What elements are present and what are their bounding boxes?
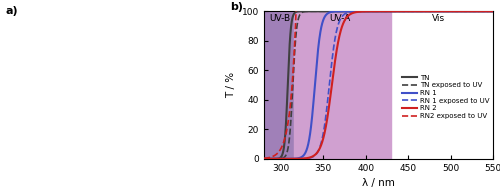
Text: a): a): [5, 6, 18, 16]
Legend: TN, TN exposed to UV, RN 1, RN 1 exposed to UV, RN 2, RN2 exposed to UV: TN, TN exposed to UV, RN 1, RN 1 exposed…: [402, 74, 490, 119]
Bar: [294, 11, 391, 159]
Bar: [264, 11, 294, 159]
Text: b): b): [230, 2, 242, 12]
X-axis label: λ / nm: λ / nm: [362, 178, 395, 188]
Y-axis label: T / %: T / %: [226, 72, 236, 98]
Text: UV-A: UV-A: [329, 14, 350, 23]
Text: UV-B: UV-B: [270, 14, 290, 23]
Text: Vis: Vis: [432, 14, 444, 23]
